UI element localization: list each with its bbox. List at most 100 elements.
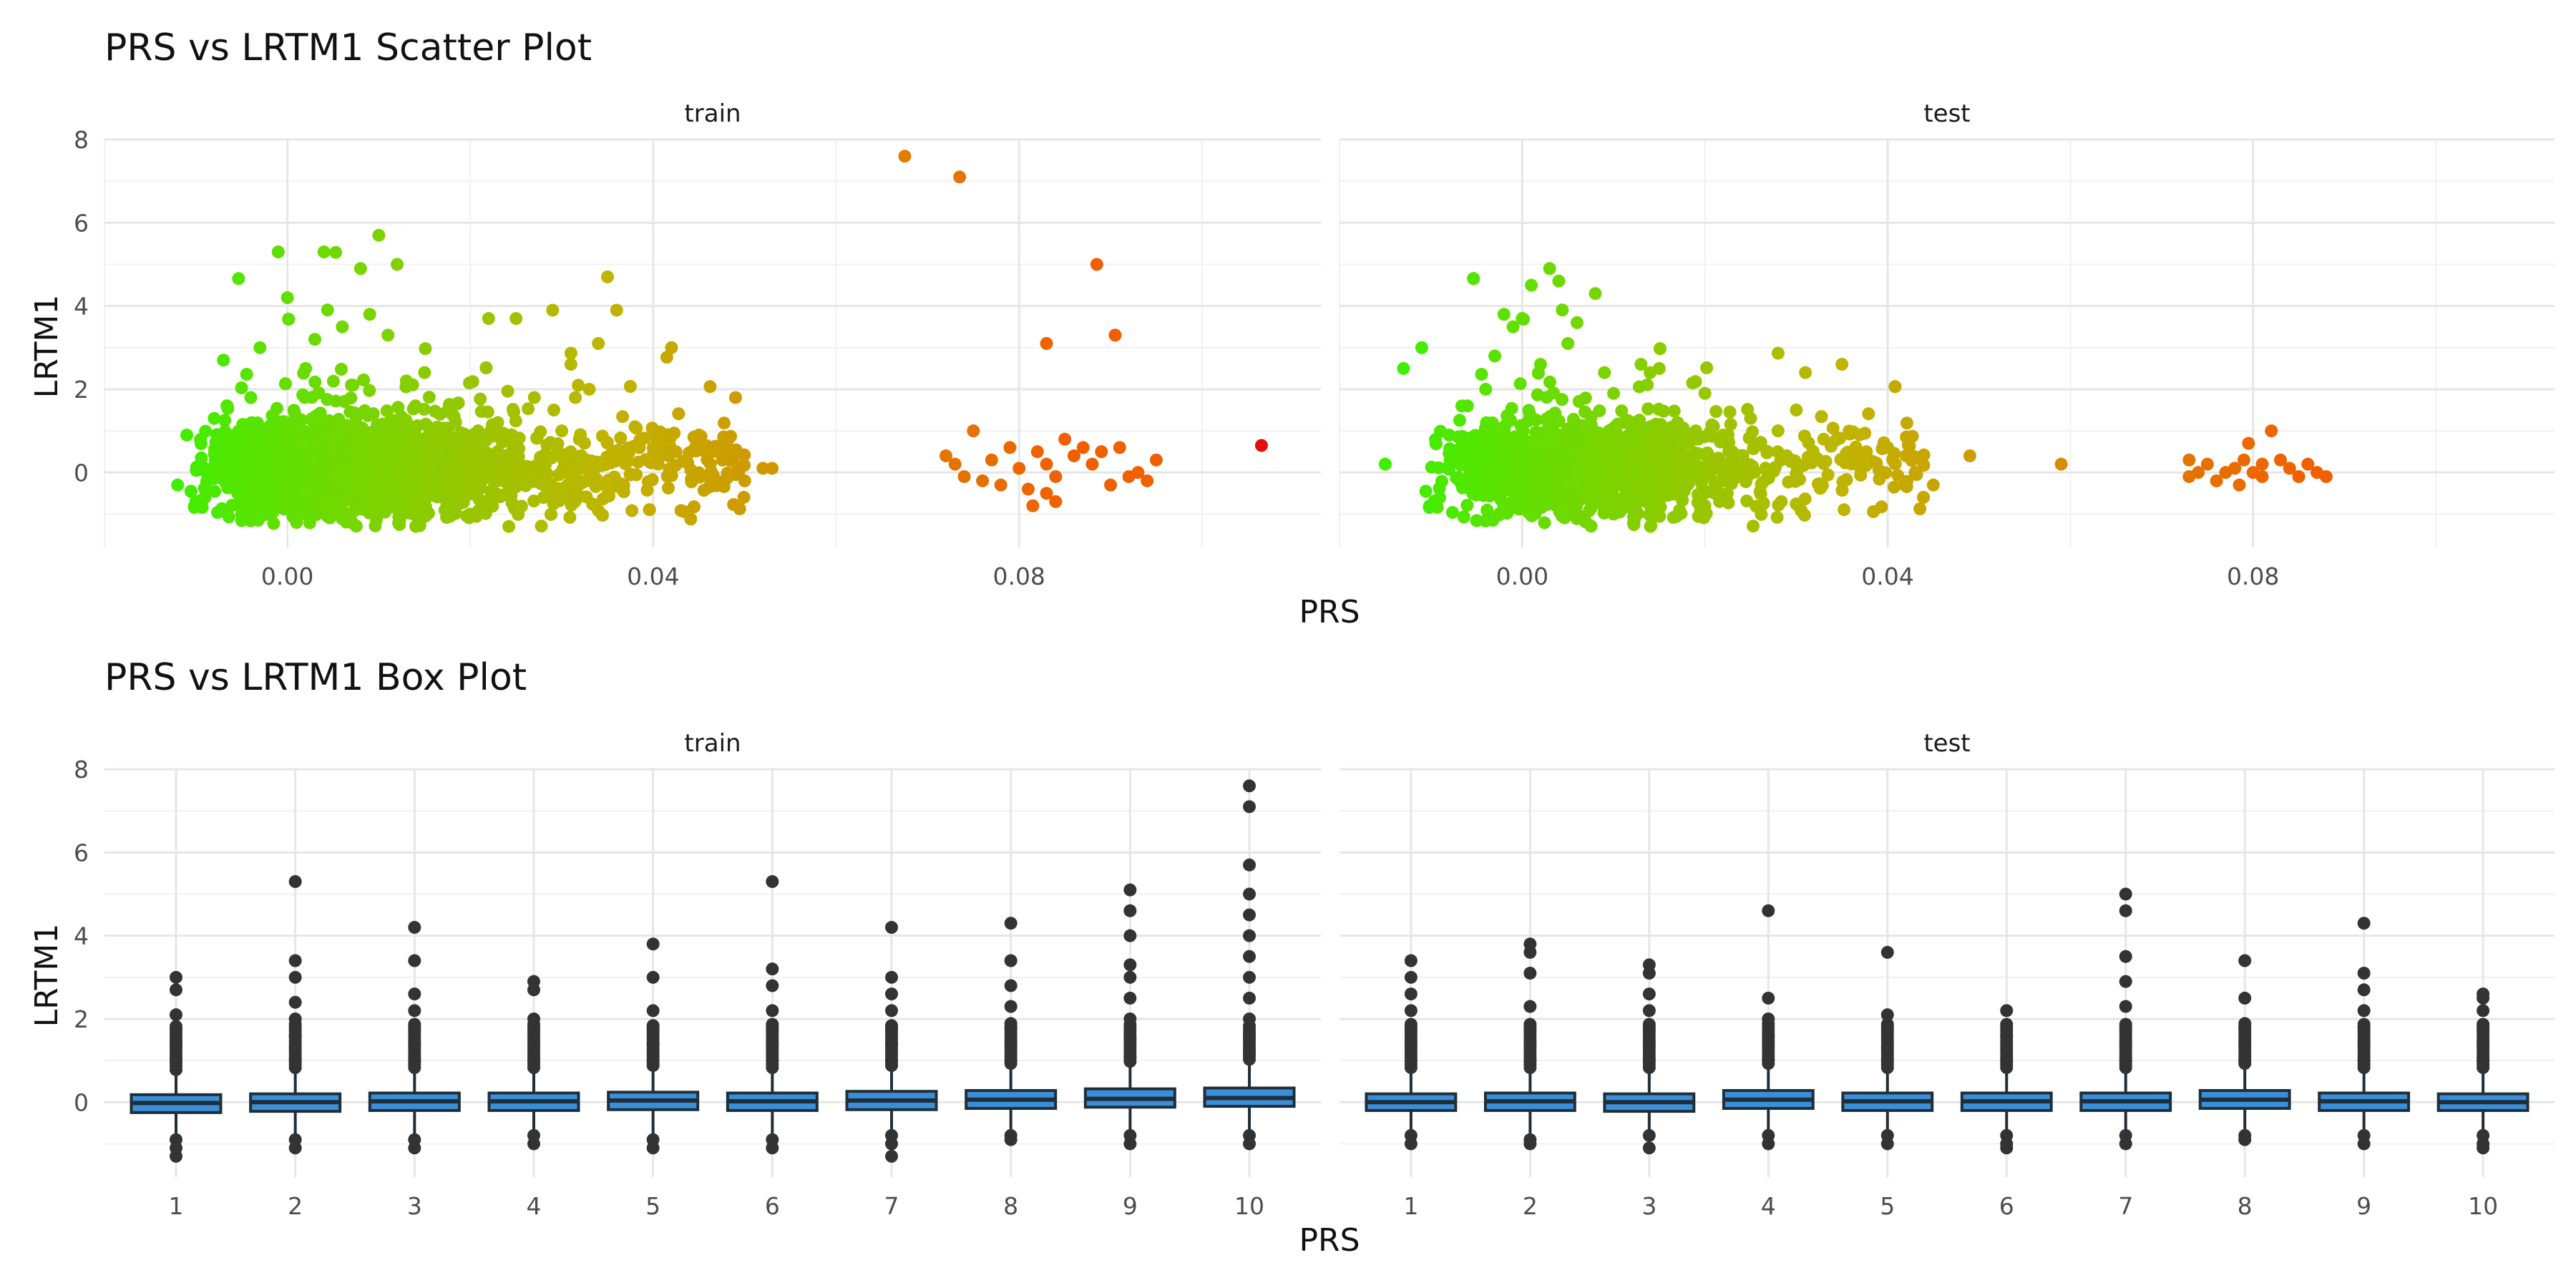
data-point — [290, 516, 303, 530]
data-point — [1423, 499, 1436, 513]
data-point — [546, 303, 560, 317]
data-point — [2233, 478, 2246, 492]
data-point — [491, 416, 504, 429]
data-point — [1790, 404, 1803, 417]
data-point — [282, 313, 296, 326]
outlier-point — [288, 875, 302, 889]
data-point — [1862, 407, 1875, 421]
data-point — [692, 428, 706, 441]
outlier-point — [1523, 1137, 1537, 1151]
outlier-point — [2357, 1020, 2371, 1034]
scatter-panel-test: 0.00 0.04 0.08 — [1339, 138, 2555, 590]
outlier-point — [2000, 1041, 2014, 1055]
data-point — [358, 404, 371, 418]
data-point — [1481, 477, 1495, 491]
data-point — [326, 507, 340, 520]
data-point — [564, 346, 577, 360]
data-point — [1654, 431, 1667, 444]
data-point — [449, 507, 462, 520]
data-point — [222, 510, 235, 524]
x-tick-label: 4 — [527, 1192, 542, 1220]
outlier-point — [1243, 1012, 1256, 1025]
data-point — [1757, 497, 1770, 511]
data-point — [537, 491, 550, 504]
data-point — [1482, 431, 1496, 444]
data-point — [1480, 503, 1494, 517]
data-point — [1547, 386, 1560, 400]
outlier-point — [885, 921, 898, 935]
data-point — [1772, 498, 1785, 512]
outlier-point — [170, 1020, 182, 1034]
data-point — [2182, 470, 2196, 484]
data-point — [1608, 458, 1621, 472]
data-point — [232, 272, 245, 286]
data-point — [1470, 514, 1483, 527]
outlier-point — [2357, 1137, 2371, 1151]
data-point — [1754, 436, 1767, 449]
outlier-point — [646, 1054, 660, 1068]
outlier-point — [1243, 858, 1256, 872]
data-point — [380, 404, 394, 418]
data-point — [1497, 308, 1511, 321]
data-point — [1090, 258, 1103, 271]
data-point — [723, 454, 737, 467]
data-point — [312, 386, 326, 400]
data-point — [1700, 361, 1714, 374]
y-tick-label: 8 — [74, 756, 89, 784]
data-point — [1791, 499, 1805, 512]
data-point — [1480, 446, 1493, 459]
outlier-point — [646, 1004, 660, 1018]
data-point — [449, 431, 462, 445]
data-point — [363, 308, 376, 321]
outlier-point — [2000, 1141, 2014, 1155]
data-point — [225, 449, 239, 463]
outlier-point — [527, 1137, 540, 1151]
data-point — [509, 312, 523, 326]
data-point — [1602, 428, 1616, 441]
outlier-point — [1642, 1128, 1656, 1142]
x-tick-label: 9 — [1123, 1192, 1138, 1220]
outlier-point — [2357, 1037, 2371, 1050]
data-point — [396, 507, 410, 520]
data-point — [388, 428, 401, 441]
data-point — [1802, 450, 1815, 464]
data-point — [369, 519, 382, 532]
outlier-point — [527, 1012, 540, 1025]
outlier-point — [2238, 1037, 2252, 1050]
data-point — [1584, 519, 1598, 533]
outlier-point — [408, 1020, 421, 1034]
data-point — [372, 228, 386, 242]
data-point — [386, 414, 400, 427]
outlier-point — [766, 1020, 779, 1034]
data-point — [1526, 434, 1539, 448]
data-point — [1607, 507, 1621, 521]
data-point — [189, 495, 203, 509]
data-point — [436, 458, 449, 472]
outlier-point — [1523, 967, 1537, 980]
data-point — [299, 361, 313, 375]
data-point — [260, 486, 274, 499]
outlier-point — [408, 954, 421, 967]
data-point — [1917, 491, 1931, 504]
data-point — [285, 471, 298, 484]
data-point — [1641, 484, 1655, 498]
outlier-point — [646, 970, 660, 984]
outlier-point — [1243, 908, 1256, 922]
outlier-point — [1642, 958, 1656, 972]
data-point — [1460, 499, 1474, 512]
data-point — [184, 484, 197, 498]
data-point — [555, 424, 569, 438]
data-point — [1677, 484, 1691, 497]
data-point — [522, 402, 535, 416]
data-point — [1900, 416, 1913, 430]
data-point — [298, 487, 311, 499]
outlier-point — [1243, 950, 1256, 963]
data-point — [572, 379, 585, 392]
data-point — [351, 456, 364, 469]
data-point — [200, 474, 213, 488]
outlier-point — [2477, 1004, 2490, 1018]
outlier-point — [2238, 954, 2252, 967]
outlier-point — [1404, 1137, 1418, 1151]
outlier-point — [170, 1149, 182, 1163]
data-point — [1908, 466, 1922, 479]
